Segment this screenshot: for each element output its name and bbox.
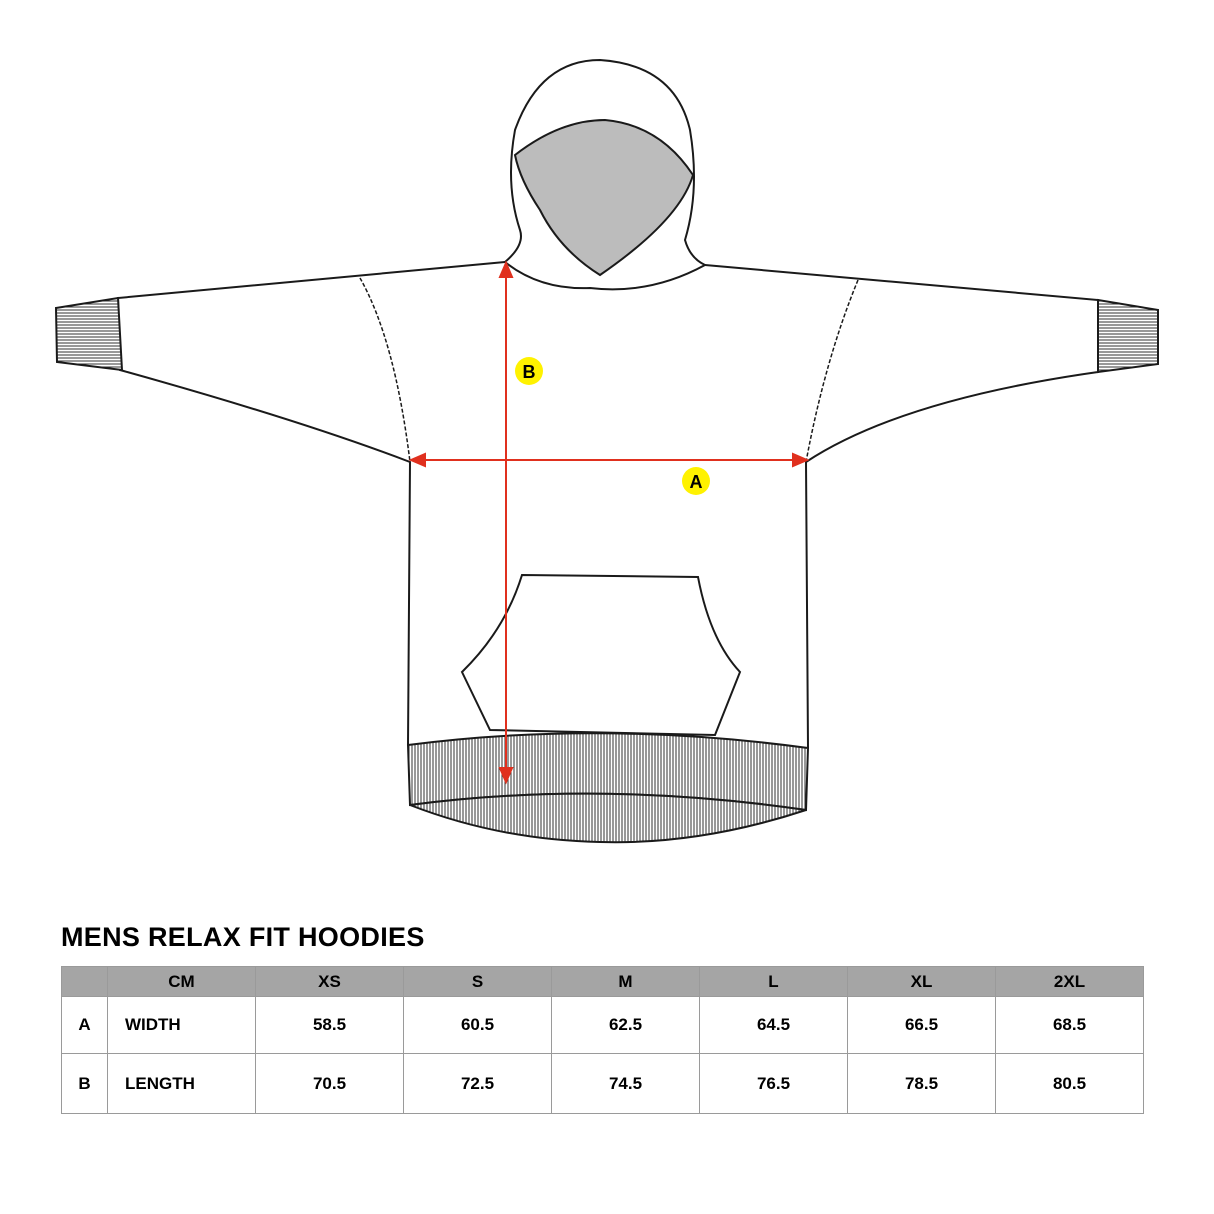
left-cuff — [54, 296, 124, 372]
cell: 70.5 — [255, 1053, 404, 1114]
cell: 78.5 — [847, 1053, 996, 1114]
hoodie-diagram: B A — [54, 58, 1159, 844]
arrow-head-b-top — [498, 260, 514, 278]
arrow-head-a-right — [792, 452, 810, 468]
row-name: WIDTH — [107, 996, 256, 1054]
chart-title: MENS RELAX FIT HOODIES — [61, 922, 425, 952]
size-table: CM XS S M L XL 2XL A WIDTH 58.5 60.5 62.… — [61, 966, 1144, 1114]
svg-text:B: B — [523, 362, 536, 382]
marker-b: B — [515, 357, 543, 385]
header-cell: S — [403, 966, 552, 997]
table-header-row: CM XS S M L XL 2XL — [61, 966, 1144, 997]
row-name: LENGTH — [107, 1053, 256, 1114]
header-cell: 2XL — [995, 966, 1144, 997]
header-cell — [61, 966, 108, 997]
right-cuff — [1097, 298, 1159, 374]
cell: 58.5 — [255, 996, 404, 1054]
header-cell: XL — [847, 966, 996, 997]
cell: 62.5 — [551, 996, 700, 1054]
svg-text:A: A — [690, 472, 703, 492]
cell: 74.5 — [551, 1053, 700, 1114]
hoodie-outline — [54, 58, 1159, 844]
table-row: A WIDTH 58.5 60.5 62.5 64.5 66.5 68.5 — [61, 996, 1144, 1054]
cell: 66.5 — [847, 996, 996, 1054]
measure-arrows — [408, 260, 810, 785]
marker-a: A — [682, 467, 710, 495]
table-row: B LENGTH 70.5 72.5 74.5 76.5 78.5 80.5 — [61, 1053, 1144, 1114]
arrow-head-a-left — [408, 452, 426, 468]
row-key: B — [61, 1053, 108, 1114]
row-key: A — [61, 996, 108, 1054]
header-cell: L — [699, 966, 848, 997]
cell: 72.5 — [403, 1053, 552, 1114]
header-cell: XS — [255, 966, 404, 997]
cell: 60.5 — [403, 996, 552, 1054]
cell: 76.5 — [699, 1053, 848, 1114]
cell: 64.5 — [699, 996, 848, 1054]
cell: 80.5 — [995, 1053, 1144, 1114]
header-cell: M — [551, 966, 700, 997]
arrow-head-b-bottom — [498, 767, 514, 785]
cell: 68.5 — [995, 996, 1144, 1054]
hood-lining — [513, 118, 695, 277]
header-cell: CM — [107, 966, 256, 997]
